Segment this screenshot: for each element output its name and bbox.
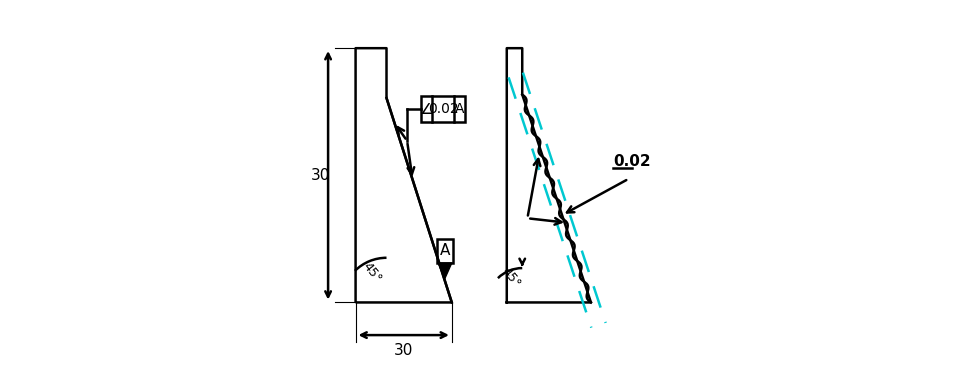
Bar	[420, 96, 465, 122]
Text: A: A	[439, 243, 450, 258]
Text: 30: 30	[310, 168, 330, 183]
Text: 30: 30	[394, 343, 413, 358]
Text: A: A	[455, 102, 464, 116]
Text: 0.02: 0.02	[613, 154, 651, 169]
Polygon shape	[437, 263, 452, 278]
Text: 45°: 45°	[359, 260, 383, 285]
Bar	[436, 239, 453, 263]
Text: 45°: 45°	[499, 265, 523, 291]
Text: 0.02: 0.02	[428, 102, 457, 116]
Text: ∠: ∠	[419, 102, 432, 117]
